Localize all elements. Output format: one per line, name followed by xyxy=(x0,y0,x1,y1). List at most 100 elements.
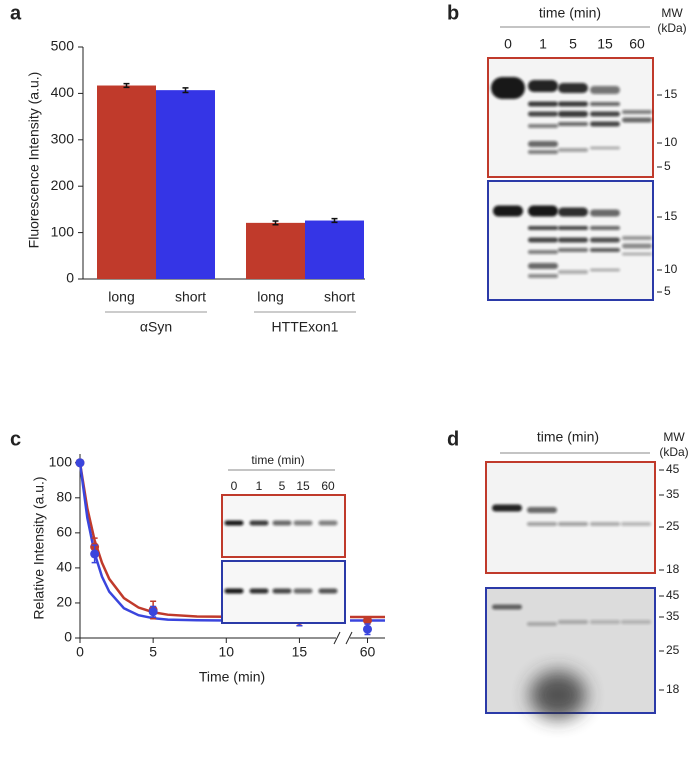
gel-title: time (min) xyxy=(539,5,601,21)
mw-marker: 45 xyxy=(666,588,680,602)
bar xyxy=(305,220,364,279)
y-tick-label: 40 xyxy=(56,559,72,575)
data-point xyxy=(90,549,100,559)
lane-label: 60 xyxy=(629,36,645,52)
mw-marker: 25 xyxy=(666,643,680,657)
group-label: αSyn xyxy=(140,319,172,335)
mw-marker: 10 xyxy=(664,135,678,149)
gel-band xyxy=(558,522,588,526)
gel-band xyxy=(558,148,588,152)
lane-label: 60 xyxy=(321,479,335,493)
gel-band xyxy=(590,121,620,127)
panel-label: a xyxy=(10,2,22,24)
category-label: long xyxy=(108,289,134,305)
y-tick-label: 60 xyxy=(56,524,72,540)
gel-band xyxy=(622,117,652,123)
gel-band xyxy=(528,141,558,147)
y-axis-title: Relative Intensity (a.u.) xyxy=(31,476,47,619)
gel-band xyxy=(528,111,558,117)
mw-marker: 18 xyxy=(666,682,680,696)
x-tick-label: 0 xyxy=(76,644,84,660)
axis-break xyxy=(345,631,353,645)
gel-band xyxy=(224,588,244,594)
gel-band xyxy=(558,248,588,252)
gel-band xyxy=(272,588,292,594)
error-bar xyxy=(182,87,189,94)
gel-band xyxy=(249,520,269,526)
data-point xyxy=(363,615,372,625)
mw-unit: (kDa) xyxy=(659,445,688,459)
category-label: short xyxy=(175,289,206,305)
error-bar xyxy=(331,217,338,224)
mw-marker: 10 xyxy=(664,262,678,276)
gel-band xyxy=(558,620,588,624)
data-point xyxy=(148,607,158,617)
gel-band xyxy=(527,507,557,513)
gel-band xyxy=(558,122,588,126)
mw-title: MW xyxy=(661,6,683,20)
gel-band xyxy=(558,270,588,274)
mw-marker: 35 xyxy=(666,609,680,623)
gel-band xyxy=(622,243,652,249)
lane-label: 0 xyxy=(231,479,238,493)
gel-band xyxy=(590,209,620,217)
mw-marker: 45 xyxy=(666,462,680,476)
error-bar xyxy=(272,220,279,226)
gel-band xyxy=(558,226,588,230)
mw-title: MW xyxy=(663,430,685,444)
gel-band xyxy=(224,520,244,526)
gel-band xyxy=(558,101,588,107)
gel-band xyxy=(622,110,652,114)
y-tick-label: 0 xyxy=(64,629,72,645)
y-tick-label: 100 xyxy=(49,453,73,469)
gel-band xyxy=(318,588,338,594)
y-tick-label: 500 xyxy=(51,38,75,54)
gel-band xyxy=(293,588,313,594)
panel-label: d xyxy=(447,428,459,450)
y-tick-label: 100 xyxy=(51,223,75,239)
gel-band xyxy=(528,80,558,92)
data-point xyxy=(363,624,372,634)
y-tick-label: 80 xyxy=(56,489,72,505)
mw-marker: 35 xyxy=(666,487,680,501)
gel-band xyxy=(622,252,652,256)
gel-band xyxy=(493,205,523,217)
gel-band xyxy=(491,77,525,99)
gel-band xyxy=(528,205,558,217)
gel-band xyxy=(590,111,620,117)
group-label: HTTExon1 xyxy=(272,319,339,335)
lane-label: 15 xyxy=(597,36,613,52)
gel-band xyxy=(558,83,588,93)
gel-band xyxy=(622,236,652,240)
gel-band xyxy=(621,522,651,526)
y-tick-label: 200 xyxy=(51,177,75,193)
data-point xyxy=(75,458,85,468)
gel-band xyxy=(293,520,313,526)
gel-title: time (min) xyxy=(537,429,599,445)
gel-band xyxy=(528,150,558,154)
gel-band xyxy=(558,111,588,117)
category-label: long xyxy=(257,289,283,305)
y-tick-label: 400 xyxy=(51,84,75,100)
gel-band xyxy=(318,520,338,526)
gel-smear xyxy=(530,671,586,719)
bar xyxy=(156,90,215,279)
y-tick-label: 20 xyxy=(56,594,72,610)
bar xyxy=(97,85,156,280)
gel-band xyxy=(528,263,558,269)
mw-unit: (kDa) xyxy=(657,21,686,35)
lane-label: 0 xyxy=(504,36,512,52)
gel-band xyxy=(527,522,557,526)
gel-band xyxy=(492,604,522,610)
gel-band xyxy=(492,504,522,512)
gel-band xyxy=(590,226,620,230)
gel-band xyxy=(272,520,292,526)
y-tick-label: 0 xyxy=(66,270,74,286)
gel-band xyxy=(590,237,620,243)
gel-band xyxy=(590,248,620,252)
axis-break xyxy=(333,631,341,645)
x-tick-label: 15 xyxy=(292,644,308,660)
gel-band xyxy=(590,86,620,94)
category-label: short xyxy=(324,289,355,305)
